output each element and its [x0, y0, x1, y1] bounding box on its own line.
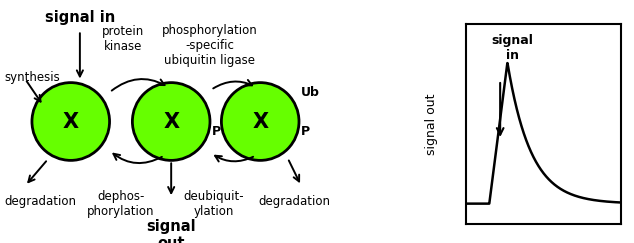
Ellipse shape [32, 83, 110, 160]
Ellipse shape [221, 83, 299, 160]
Text: X: X [252, 112, 268, 131]
Text: degradation: degradation [259, 195, 330, 208]
Text: P: P [212, 125, 221, 138]
Text: signal out: signal out [425, 93, 438, 155]
Text: Ub: Ub [301, 86, 320, 99]
Text: deubiquit-
ylation: deubiquit- ylation [183, 190, 244, 217]
Ellipse shape [133, 83, 210, 160]
Text: X: X [63, 112, 79, 131]
Text: signal
in: signal in [491, 34, 534, 62]
Text: synthesis: synthesis [4, 71, 60, 84]
Text: signal
out: signal out [146, 219, 196, 243]
Text: phosphorylation
-specific
ubiquitin ligase: phosphorylation -specific ubiquitin liga… [162, 24, 258, 67]
Text: dephos-
phorylation: dephos- phorylation [87, 190, 155, 217]
Text: P: P [301, 125, 311, 138]
Text: degradation: degradation [4, 195, 77, 208]
Text: protein
kinase: protein kinase [102, 26, 145, 53]
Text: X: X [163, 112, 179, 131]
Text: signal in: signal in [45, 9, 115, 25]
